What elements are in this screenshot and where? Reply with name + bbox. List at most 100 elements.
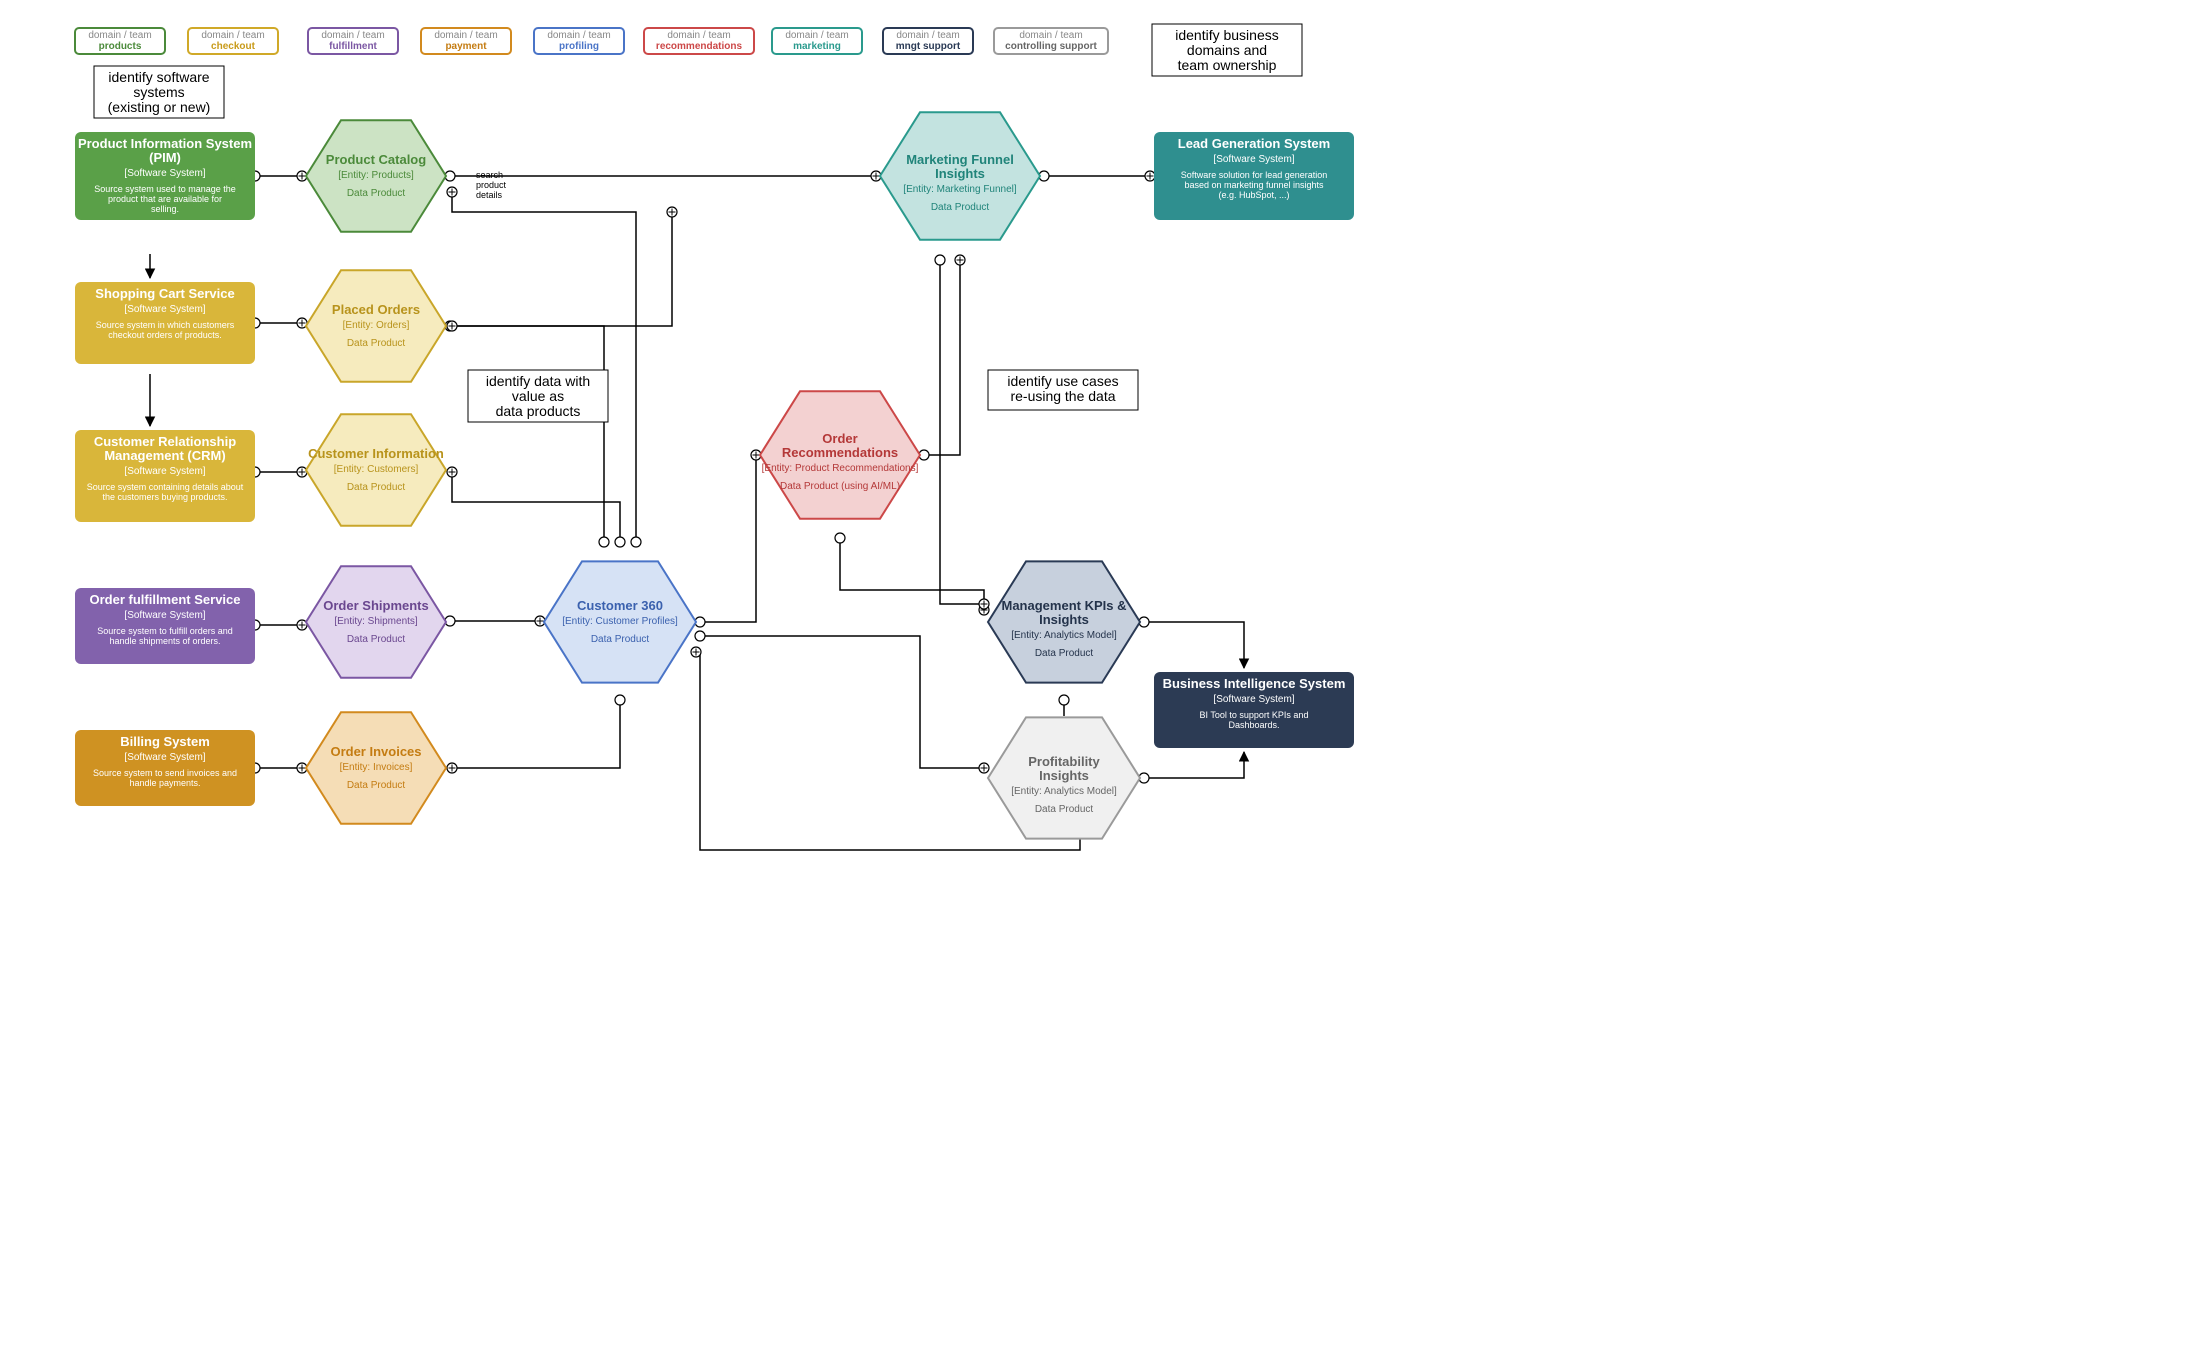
- svg-text:systems: systems: [133, 84, 184, 100]
- svg-text:Data Product: Data Product: [1035, 648, 1094, 659]
- annotations: identify businessdomains andteam ownersh…: [94, 24, 1302, 422]
- svg-text:Placed Orders: Placed Orders: [332, 302, 420, 317]
- svg-text:Software solution for lead gen: Software solution for lead generation: [1181, 170, 1328, 180]
- svg-text:Business Intelligence System: Business Intelligence System: [1163, 676, 1346, 691]
- edge: [452, 326, 604, 542]
- svg-text:Recommendations: Recommendations: [782, 445, 898, 460]
- svg-text:[Entity: Shipments]: [Entity: Shipments]: [334, 616, 418, 627]
- svg-text:checkout orders of products.: checkout orders of products.: [108, 330, 222, 340]
- hex-cust: Customer Information [Entity: Customers] D…: [306, 414, 446, 526]
- svg-text:Source system containing detai: Source system containing details about: [87, 482, 244, 492]
- svg-text:[Entity: Customer Profiles]: [Entity: Customer Profiles]: [562, 616, 678, 627]
- svg-text:the customers buying products.: the customers buying products.: [102, 492, 227, 502]
- svg-text:fulfillment: fulfillment: [329, 41, 377, 52]
- svg-text:[Entity: Product Recommendatio: [Entity: Product Recommendations]: [762, 463, 919, 474]
- svg-text:product: product: [476, 180, 507, 190]
- hex-orders: Placed Orders[Entity: Orders]Data Produc…: [306, 270, 446, 382]
- svg-text:Customer 360: Customer 360: [577, 598, 663, 613]
- svg-text:Source system in which custome: Source system in which customers: [96, 320, 235, 330]
- svg-text:[Software System]: [Software System]: [1213, 154, 1294, 165]
- svg-text:(e.g. HubSpot, ...): (e.g. HubSpot, ...): [1218, 190, 1289, 200]
- edge: [840, 538, 984, 610]
- svg-text:selling.: selling.: [151, 204, 179, 214]
- legend-item: domain / teammngt support: [883, 28, 973, 54]
- svg-text:Data Product: Data Product: [347, 780, 406, 791]
- system-cart: Shopping Cart Service [Software System] So…: [75, 282, 255, 364]
- svg-text:Product Information System: Product Information System: [78, 136, 252, 151]
- svg-text:domain / team: domain / team: [785, 30, 848, 41]
- edge: [450, 212, 672, 326]
- svg-text:Insights: Insights: [935, 166, 985, 181]
- svg-text:Data Product: Data Product: [347, 482, 406, 493]
- svg-text:search: search: [476, 170, 503, 180]
- svg-text:Insights: Insights: [1039, 768, 1089, 783]
- svg-text:Management KPIs &: Management KPIs &: [1002, 598, 1127, 613]
- system-off: Order fulfillment Service [Software Syste…: [75, 588, 255, 664]
- svg-text:domain / team: domain / team: [896, 30, 959, 41]
- svg-text:data products: data products: [496, 403, 581, 419]
- svg-text:value as: value as: [512, 388, 564, 404]
- svg-text:identify business: identify business: [1175, 27, 1279, 43]
- svg-text:Product Catalog: Product Catalog: [326, 152, 426, 167]
- svg-text:mngt support: mngt support: [896, 41, 961, 52]
- svg-text:Source system to send invoices: Source system to send invoices and: [93, 768, 237, 778]
- svg-text:[Entity: Orders]: [Entity: Orders]: [343, 320, 410, 331]
- svg-text:Shopping Cart Service: Shopping Cart Service: [95, 286, 234, 301]
- svg-text:Customer Information: Customer Information: [308, 446, 444, 461]
- svg-text:Profitability: Profitability: [1028, 754, 1100, 769]
- svg-text:Source system used to manage t: Source system used to manage the: [94, 184, 236, 194]
- edge: [1144, 752, 1244, 778]
- legend-item: domain / teampayment: [421, 28, 511, 54]
- svg-text:[Entity: Analytics Model]: [Entity: Analytics Model]: [1011, 630, 1117, 641]
- legend-item: domain / teamproducts: [75, 28, 165, 54]
- legend-item: domain / teammarketing: [772, 28, 862, 54]
- svg-text:identify data with: identify data with: [486, 373, 590, 389]
- svg-text:[Software System]: [Software System]: [1213, 694, 1294, 705]
- svg-text:[Entity: Customers]: [Entity: Customers]: [334, 464, 419, 475]
- hex-catalog: Product Catalog[Entity: Products]Data Pr…: [306, 120, 446, 232]
- svg-text:[Software System]: [Software System]: [124, 610, 205, 621]
- system-bi: Business Intelligence System [Software Sy…: [1154, 672, 1354, 748]
- legend: domain / teamproductsdomain / teamchecko…: [75, 28, 1108, 54]
- hex-inv: Order Invoices[Entity: Invoices]Data Pro…: [306, 712, 446, 824]
- annotation-box: identify businessdomains andteam ownersh…: [1152, 24, 1302, 76]
- svg-text:profiling: profiling: [559, 41, 599, 52]
- svg-text:[Software System]: [Software System]: [124, 304, 205, 315]
- svg-text:products: products: [99, 41, 142, 52]
- hex-c360: Customer 360 [Entity: Customer Profiles] D…: [544, 561, 696, 682]
- svg-text:details: details: [476, 190, 503, 200]
- hex-rec: OrderRecommendations[Entity: Product Rec…: [760, 391, 920, 518]
- edge: [452, 472, 620, 542]
- annotation-box: identify softwaresystems(existing or new…: [94, 66, 224, 118]
- svg-text:Billing System: Billing System: [120, 734, 210, 749]
- svg-text:handle shipments of orders.: handle shipments of orders.: [109, 636, 220, 646]
- svg-text:re-using the data: re-using the data: [1010, 388, 1115, 404]
- svg-text:Order fulfillment Service: Order fulfillment Service: [90, 592, 241, 607]
- hex-layer: Product Catalog[Entity: Products]Data Pr…: [306, 112, 1140, 838]
- svg-text:Customer Relationship: Customer Relationship: [94, 434, 236, 449]
- svg-text:Data Product: Data Product: [347, 188, 406, 199]
- svg-text:[Entity: Analytics Model]: [Entity: Analytics Model]: [1011, 786, 1117, 797]
- svg-text:BI Tool to support KPIs and: BI Tool to support KPIs and: [1200, 710, 1309, 720]
- hex-kpi: Management KPIs &Insights [Entity: Analyt…: [988, 561, 1140, 682]
- hex-ship: Order Shipments[Entity: Shipments]Data P…: [306, 566, 446, 678]
- svg-text:domain / team: domain / team: [434, 30, 497, 41]
- systems-layer: Product Information System(PIM)[Software…: [75, 132, 1354, 806]
- svg-text:based on marketing funnel insi: based on marketing funnel insights: [1184, 180, 1324, 190]
- legend-item: domain / teamcheckout: [188, 28, 278, 54]
- svg-text:(existing or new): (existing or new): [108, 99, 211, 115]
- svg-text:controlling support: controlling support: [1005, 41, 1097, 52]
- svg-text:marketing: marketing: [793, 41, 841, 52]
- svg-text:Source system to fulfill order: Source system to fulfill orders and: [97, 626, 233, 636]
- annotation-box: identify data withvalue asdata products: [468, 370, 608, 422]
- svg-text:[Software System]: [Software System]: [124, 168, 205, 179]
- svg-text:Data Product: Data Product: [591, 634, 650, 645]
- svg-text:Data Product: Data Product: [347, 634, 406, 645]
- svg-text:[Entity: Marketing Funnel]: [Entity: Marketing Funnel]: [903, 184, 1017, 195]
- svg-text:domain / team: domain / team: [1019, 30, 1082, 41]
- svg-text:Insights: Insights: [1039, 612, 1089, 627]
- svg-text:[Software System]: [Software System]: [124, 466, 205, 477]
- svg-text:identify software: identify software: [108, 69, 209, 85]
- svg-text:Data Product (using AI/ML): Data Product (using AI/ML): [780, 481, 900, 492]
- edge: [452, 700, 620, 768]
